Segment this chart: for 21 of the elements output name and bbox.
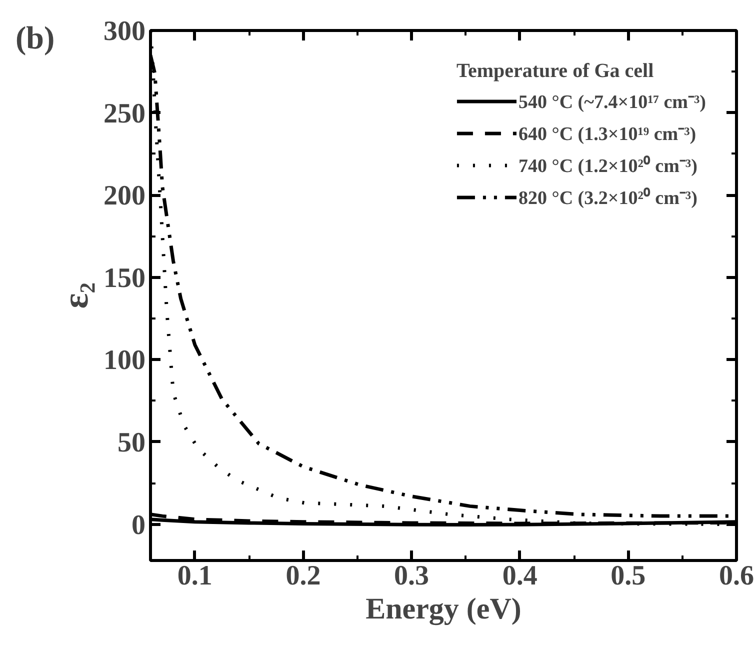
x-tick-label: 0.5 xyxy=(610,560,646,592)
y-tick-label: 150 xyxy=(104,262,146,294)
legend-title: Temperature of Ga cell xyxy=(456,60,655,83)
x-tick-label: 0.4 xyxy=(502,560,538,592)
legend-label: 820 °C (3.2×10²⁰ cm⁻³) xyxy=(518,186,698,210)
legend-label: 740 °C (1.2×10²⁰ cm⁻³) xyxy=(518,154,698,178)
y-tick-label: 250 xyxy=(104,98,146,130)
x-tick-label: 0.6 xyxy=(719,560,754,592)
y-tick-label: 300 xyxy=(104,16,146,47)
y-axis-title: ε₂ xyxy=(56,282,96,309)
x-tick-label: 0.2 xyxy=(286,560,321,592)
x-tick-label: 0.1 xyxy=(177,560,212,592)
y-tick-label: 100 xyxy=(104,345,146,376)
y-tick-label: 200 xyxy=(104,180,146,212)
legend-label: 540 °C (~7.4×10¹⁷ cm⁻³) xyxy=(518,91,706,114)
x-axis-title: Energy (eV) xyxy=(366,592,522,626)
text: (b) xyxy=(16,20,55,56)
x-tick-label: 0.3 xyxy=(394,560,430,592)
y-tick-label: 50 xyxy=(118,427,146,458)
legend-label: 640 °C (1.3×10¹⁹ cm⁻³) xyxy=(518,123,696,146)
y-tick-label: 0 xyxy=(132,510,146,541)
